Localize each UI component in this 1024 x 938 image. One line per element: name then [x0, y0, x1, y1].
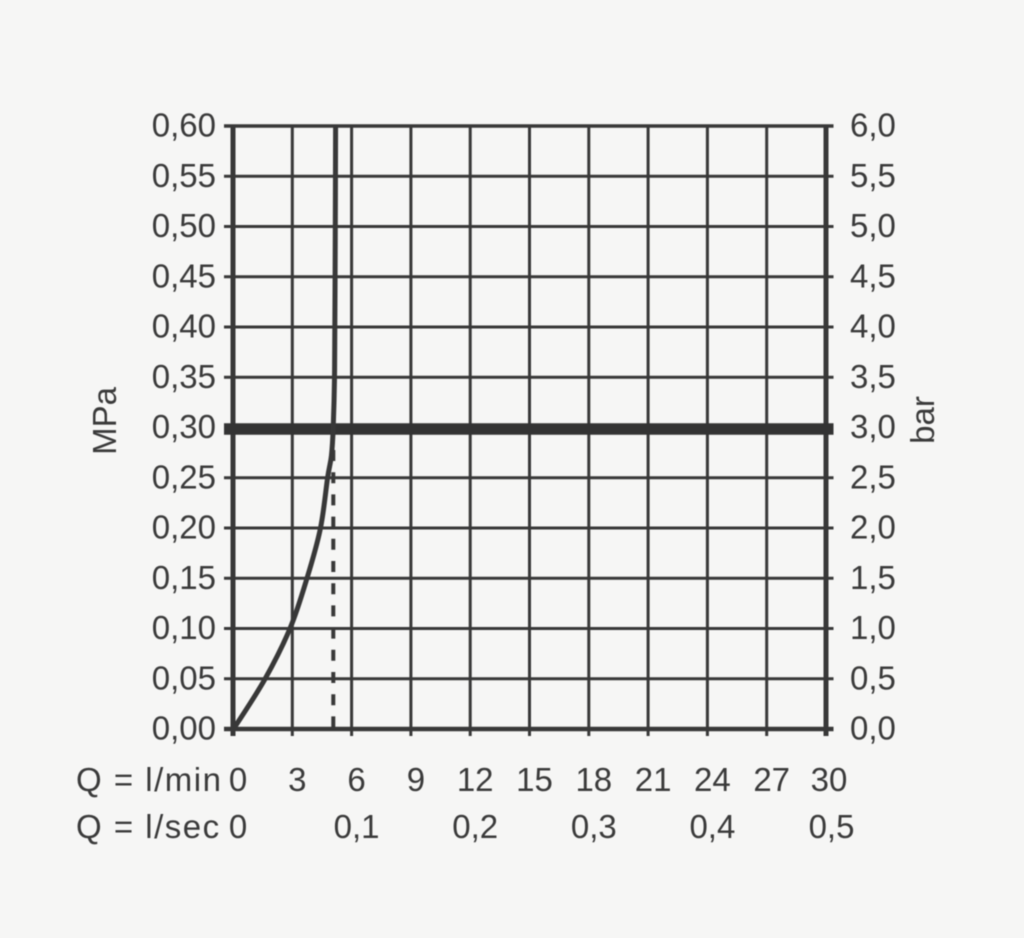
svg-text:0,5: 0,5: [809, 808, 855, 845]
svg-text:27: 27: [753, 761, 790, 798]
svg-text:0,45: 0,45: [152, 257, 216, 294]
svg-text:30: 30: [811, 761, 848, 798]
svg-text:0,1: 0,1: [334, 808, 380, 845]
svg-text:3,5: 3,5: [850, 358, 896, 395]
svg-text:0,35: 0,35: [152, 358, 216, 395]
svg-text:0,30: 0,30: [152, 408, 216, 445]
svg-text:MPa: MPa: [86, 386, 123, 455]
svg-text:0: 0: [229, 761, 247, 798]
svg-text:0: 0: [229, 808, 247, 845]
svg-text:1,0: 1,0: [850, 609, 896, 646]
svg-text:0,40: 0,40: [152, 308, 216, 345]
svg-text:0,55: 0,55: [152, 157, 216, 194]
svg-text:2,5: 2,5: [850, 458, 896, 495]
svg-text:0,05: 0,05: [152, 659, 216, 696]
svg-text:0,20: 0,20: [152, 509, 216, 546]
svg-text:4,5: 4,5: [850, 257, 896, 294]
svg-text:5,5: 5,5: [850, 157, 896, 194]
svg-text:3: 3: [288, 761, 306, 798]
svg-text:15: 15: [516, 761, 553, 798]
svg-text:9: 9: [407, 761, 425, 798]
svg-text:0,50: 0,50: [152, 207, 216, 244]
svg-text:0,3: 0,3: [571, 808, 617, 845]
svg-text:0,15: 0,15: [152, 559, 216, 596]
svg-text:0,60: 0,60: [152, 107, 216, 144]
svg-text:0,2: 0,2: [452, 808, 498, 845]
svg-text:21: 21: [635, 761, 672, 798]
svg-text:6,0: 6,0: [850, 107, 896, 144]
svg-text:Q = l/sec: Q = l/sec: [76, 808, 221, 845]
svg-text:1,5: 1,5: [850, 559, 896, 596]
svg-text:0,25: 0,25: [152, 458, 216, 495]
svg-text:2,0: 2,0: [850, 509, 896, 546]
svg-text:0,10: 0,10: [152, 609, 216, 646]
svg-text:Q = l/min: Q = l/min: [76, 761, 222, 798]
svg-text:0,4: 0,4: [689, 808, 735, 845]
svg-text:18: 18: [575, 761, 612, 798]
svg-text:0,5: 0,5: [850, 659, 896, 696]
svg-text:0,0: 0,0: [850, 710, 896, 747]
svg-text:4,0: 4,0: [850, 308, 896, 345]
svg-text:0,00: 0,00: [152, 710, 216, 747]
svg-text:24: 24: [694, 761, 731, 798]
svg-text:3,0: 3,0: [850, 408, 896, 445]
svg-text:12: 12: [457, 761, 494, 798]
svg-text:6: 6: [347, 761, 365, 798]
svg-text:bar: bar: [904, 396, 941, 444]
svg-text:5,0: 5,0: [850, 207, 896, 244]
